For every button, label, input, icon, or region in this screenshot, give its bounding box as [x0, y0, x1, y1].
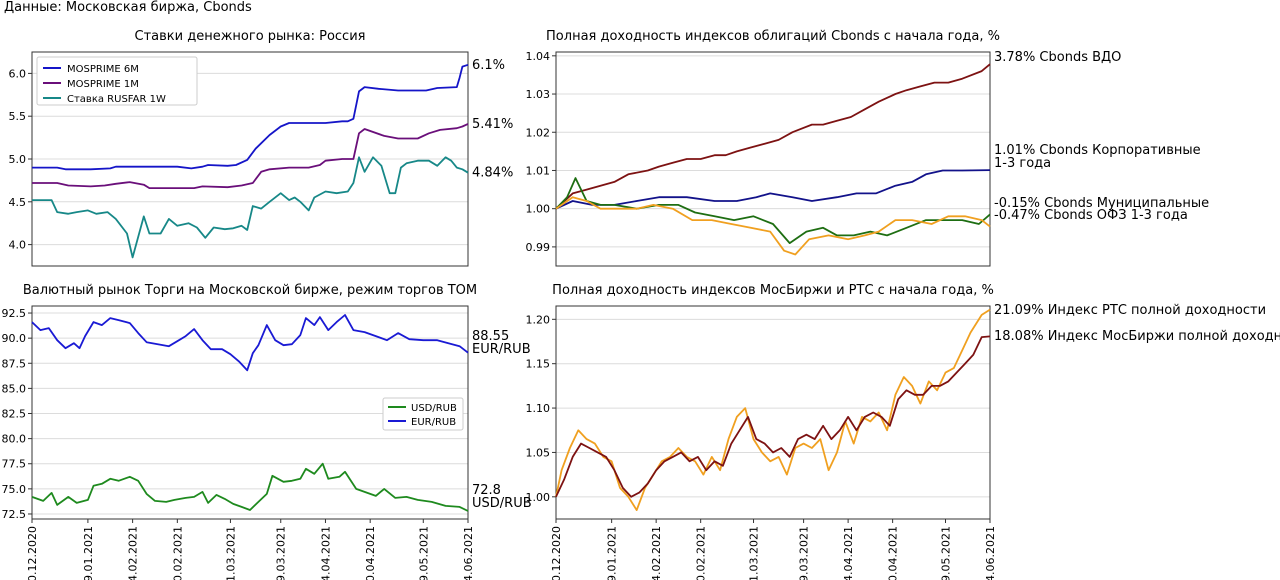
x-tick-label: 30.04.2021: [364, 526, 377, 580]
y-tick-label: 87.5: [2, 357, 27, 370]
y-tick-label: 77.5: [2, 458, 27, 471]
chart-cb: Полная доходность индексов облигаций Cbo…: [526, 29, 1209, 267]
end-label: -0.15% Cbonds Муниципальные: [994, 196, 1209, 211]
y-tick-label: 75.0: [2, 483, 27, 496]
series-line: [555, 177, 991, 245]
y-tick-label: 4.5: [9, 196, 27, 209]
series-line: [31, 314, 469, 372]
x-tick-label: 20.02.2021: [171, 526, 184, 580]
x-tick-label: 30.12.2020: [550, 526, 563, 580]
x-tick-label: 20.02.2021: [695, 526, 708, 580]
y-tick-label: 92.5: [2, 307, 27, 320]
end-label: -0.47% Cbonds ОФЗ 1-3 года: [994, 208, 1188, 223]
x-tick-label: 04.02.2021: [650, 526, 663, 580]
x-tick-label: 14.04.2021: [842, 526, 855, 580]
x-tick-label: 11.03.2021: [224, 526, 237, 580]
y-tick-label: 1.00: [526, 491, 551, 504]
plot-frame: [555, 305, 991, 520]
end-label: 6.1%: [472, 58, 505, 73]
x-tick-label: 04.06.2021: [462, 526, 475, 580]
end-label: 1-3 года: [994, 156, 1051, 171]
chart-eq: Полная доходность индексов МосБиржи и РТ…: [526, 283, 1280, 580]
series-line: [31, 462, 469, 512]
chart-title: Полная доходность индексов МосБиржи и РТ…: [552, 283, 994, 298]
y-tick-label: 80.0: [2, 433, 27, 446]
x-tick-label: 19.01.2021: [606, 526, 619, 580]
y-tick-label: 1.04: [526, 50, 551, 63]
end-label: 21.09% Индекс РТС полной доходности: [994, 303, 1266, 318]
y-tick-label: 1.03: [526, 88, 551, 101]
x-tick-label: 04.02.2021: [127, 526, 140, 580]
y-tick-label: 1.05: [526, 446, 551, 459]
y-tick-label: 6.0: [9, 67, 27, 80]
legend-label: MOSPRIME 6M: [67, 64, 139, 75]
y-tick-label: 82.5: [2, 408, 27, 421]
end-label: 3.78% Cbonds ВДО: [994, 50, 1121, 65]
x-tick-label: 19.05.2021: [939, 526, 952, 580]
legend-label: MOSPRIME 1M: [67, 79, 139, 90]
y-tick-label: 90.0: [2, 332, 27, 345]
legend-label: Ставка RUSFAR 1W: [67, 94, 166, 105]
end-label: USD/RUB: [472, 496, 532, 511]
source-note: Данные: Московская биржа, Cbonds: [4, 0, 252, 15]
x-tick-label: 11.03.2021: [748, 526, 761, 580]
chart-title: Валютный рынок Торги на Московской бирже…: [23, 283, 477, 298]
plot-frame: [31, 51, 469, 267]
end-label: 1.01% Cbonds Корпоративные: [994, 143, 1201, 158]
end-label: 18.08% Индекс МосБиржи полной доходности: [994, 329, 1280, 344]
end-label: 5.41%: [472, 117, 513, 132]
end-label: 88.55: [472, 329, 509, 344]
legend-label: EUR/RUB: [411, 417, 456, 428]
x-tick-label: 14.04.2021: [319, 526, 332, 580]
chart-mm: Ставки денежного рынка: Россия 4.0 4.5 5.0 5…: [9, 29, 513, 267]
chart-title: Полная доходность индексов облигаций Cbo…: [546, 29, 1000, 44]
y-tick-label: 1.02: [526, 126, 551, 139]
x-tick-label: 04.06.2021: [984, 526, 997, 580]
y-tick-label: 1.10: [526, 402, 551, 415]
chart-fx: Валютный рынок Торги на Московской бирже…: [2, 283, 532, 580]
plot-frame: [31, 305, 469, 520]
series-line: [32, 156, 469, 259]
x-tick-label: 30.12.2020: [26, 526, 39, 580]
series-line: [555, 335, 991, 498]
end-label: 72.8: [472, 483, 501, 498]
plot-frame: [555, 51, 991, 267]
legend-box: [36, 56, 198, 106]
x-tick-label: 29.03.2021: [275, 526, 288, 580]
y-tick-label: 85.0: [2, 382, 27, 395]
end-label: 4.84%: [472, 166, 513, 181]
series-line: [32, 123, 469, 190]
series-line: [32, 63, 469, 171]
legend-label: USD/RUB: [411, 403, 457, 414]
series-line: [555, 169, 991, 210]
x-tick-label: 19.01.2021: [82, 526, 95, 580]
y-tick-label: 1.20: [526, 313, 551, 326]
series-line: [555, 196, 991, 256]
series-line: [555, 308, 991, 512]
y-tick-label: 5.0: [9, 153, 27, 166]
y-tick-label: 5.5: [9, 110, 27, 123]
series-line: [555, 63, 991, 210]
y-tick-label: 4.0: [9, 239, 27, 252]
y-tick-label: 1.01: [526, 164, 551, 177]
y-tick-label: 1.15: [526, 358, 551, 371]
x-tick-label: 30.04.2021: [887, 526, 900, 580]
y-tick-label: 72.5: [2, 508, 27, 521]
chart-title: Ставки денежного рынка: Россия: [135, 29, 366, 44]
end-label: EUR/RUB: [472, 342, 531, 357]
y-tick-label: 1.00: [526, 203, 551, 216]
x-tick-label: 19.05.2021: [417, 526, 430, 580]
x-tick-label: 29.03.2021: [798, 526, 811, 580]
y-tick-label: 0.99: [526, 241, 551, 254]
